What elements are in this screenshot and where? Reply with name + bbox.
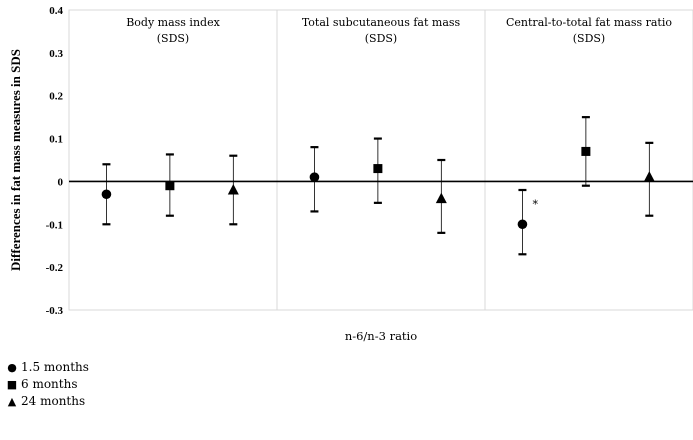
error-bar-point: * <box>517 188 538 256</box>
error-bar-point <box>581 116 591 187</box>
data-markers: * <box>101 116 655 256</box>
square-icon: ■ <box>6 378 18 391</box>
error-bar-point <box>165 153 175 217</box>
panel-title-unit: (SDS) <box>365 32 397 45</box>
marker-triangle <box>227 184 239 195</box>
significance-annotation: * <box>532 198 538 211</box>
legend-item: ● 1.5 months <box>6 359 89 376</box>
plot-area <box>68 9 693 311</box>
error-bar-point <box>373 137 383 204</box>
y-tick-label: 0.3 <box>49 48 63 60</box>
marker-square <box>165 181 175 191</box>
legend-label: 24 months <box>21 394 86 408</box>
x-axis-label: n-6/n-3 ratio <box>345 329 417 343</box>
marker-square <box>373 164 383 174</box>
y-tick-label: 0.2 <box>49 91 63 103</box>
y-tick-label: 0 <box>58 176 64 188</box>
legend-item: ■ 6 months <box>6 376 89 393</box>
panel-title: Body mass index <box>126 16 220 29</box>
y-tick-label: -0.1 <box>46 219 63 231</box>
marker-triangle <box>435 192 447 204</box>
marker-square <box>581 146 591 156</box>
legend-label: 6 months <box>21 377 78 391</box>
error-bar-point <box>643 141 655 217</box>
panel-titles: Body mass index (SDS) Total subcutaneous f… <box>126 16 672 45</box>
marker-circle <box>517 219 528 230</box>
error-bar-point <box>227 154 239 226</box>
panel-dividers <box>276 10 486 310</box>
panel-title-unit: (SDS) <box>573 32 605 45</box>
error-bar-point <box>309 146 320 213</box>
panel-title: Central-to-total fat mass ratio <box>506 16 672 29</box>
y-axis-ticks: 0.4 0.3 0.2 0.1 0 -0.1 -0.2 -0.3 <box>46 5 64 317</box>
y-tick-label: -0.2 <box>46 262 64 274</box>
error-bar-point <box>101 163 112 226</box>
error-bar-point <box>435 158 447 234</box>
marker-triangle <box>643 171 655 182</box>
triangle-icon: ▲ <box>7 395 17 408</box>
panel-title: Total subcutaneous fat mass <box>302 16 461 29</box>
y-tick-label: 0.1 <box>49 134 63 146</box>
legend: ● 1.5 months ■ 6 months ▲ 24 months <box>6 359 89 410</box>
panel-title-unit: (SDS) <box>157 32 189 45</box>
legend-label: 1.5 months <box>21 360 89 374</box>
y-tick-label: -0.3 <box>46 305 64 317</box>
marker-circle <box>309 172 320 182</box>
marker-circle <box>101 189 112 200</box>
circle-icon: ● <box>7 361 17 374</box>
legend-item: ▲ 24 months <box>6 393 89 410</box>
y-axis-label: Differences in fat mass measures in SDS <box>8 49 23 271</box>
y-tick-label: 0.4 <box>49 5 63 17</box>
